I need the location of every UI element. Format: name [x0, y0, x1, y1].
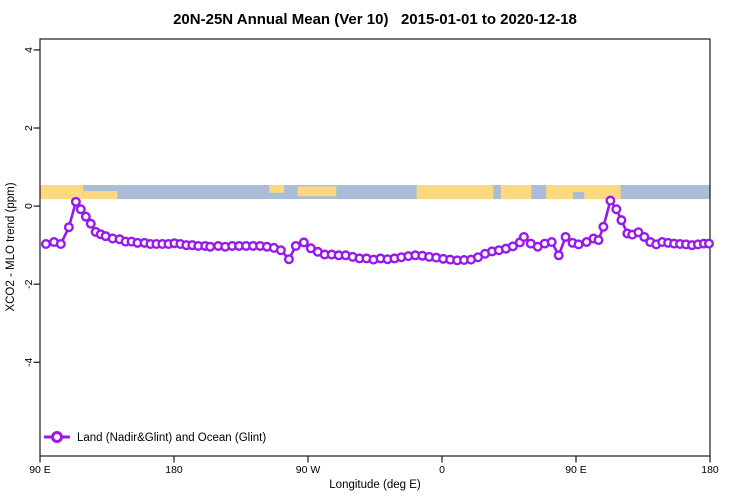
- data-point-marker: [290, 240, 301, 251]
- y-tick-label: 2: [23, 125, 35, 131]
- land-segment: [416, 185, 494, 200]
- x-tick-label: 90 E: [29, 464, 51, 476]
- data-point-marker: [518, 231, 529, 242]
- data-point-marker: [616, 215, 627, 226]
- legend-label: Land (Nadir&Glint) and Ocean (Glint): [77, 432, 266, 444]
- x-tick-label: 180: [165, 464, 183, 476]
- x-tick-label: 0: [439, 464, 445, 476]
- data-point-marker: [593, 235, 604, 246]
- data-point-marker: [298, 237, 309, 248]
- data-point-marker: [703, 238, 714, 249]
- land-segment: [297, 186, 337, 197]
- data-point-marker: [75, 204, 86, 215]
- land-segment: [40, 185, 84, 200]
- data-point-marker: [605, 195, 616, 206]
- land-ocean-map-strip: [40, 185, 710, 200]
- data-point-marker: [85, 218, 96, 229]
- data-point-marker: [611, 204, 622, 215]
- data-point-marker: [55, 238, 66, 249]
- land-segment: [269, 185, 285, 193]
- land-segment: [83, 190, 118, 200]
- x-tick-label: 90 W: [296, 464, 321, 476]
- data-point-marker: [598, 221, 609, 232]
- data-series: [40, 195, 714, 266]
- y-axis-label: XCO2 - MLO trend (ppm): [5, 182, 17, 311]
- data-point-marker: [63, 222, 74, 233]
- data-point-marker: [40, 238, 51, 249]
- data-point-marker: [283, 254, 294, 265]
- x-tick-label: 180: [701, 464, 719, 476]
- y-tick-label: 4: [23, 47, 35, 53]
- chart-title: 20N-25N Annual Mean (Ver 10) 2015-01-01 …: [173, 11, 577, 28]
- ocean-band: [40, 185, 710, 200]
- data-point-marker: [553, 250, 564, 261]
- plot-border: [39, 38, 711, 457]
- data-point-marker: [70, 196, 81, 207]
- y-axis-ticks: 4 2 0 -2 -4: [23, 47, 40, 367]
- x-axis-ticks: 90 E 180 90 W 0 90 E 180: [29, 456, 719, 476]
- y-tick-label: -2: [23, 279, 35, 288]
- data-point-marker: [205, 241, 216, 252]
- legend: Land (Nadir&Glint) and Ocean (Glint): [44, 431, 266, 444]
- x-axis-label: Longitude (deg E): [329, 479, 421, 491]
- x-tick-label: 90 E: [565, 464, 587, 476]
- data-point-marker: [275, 245, 286, 256]
- data-point-marker: [560, 231, 571, 242]
- series-line: [44, 199, 711, 262]
- legend-circle-marker: [51, 431, 63, 443]
- data-point-marker: [546, 237, 557, 248]
- land-segment: [500, 185, 532, 200]
- data-point-marker: [80, 211, 91, 222]
- data-point-marker: [639, 231, 650, 242]
- ocean-notch: [573, 192, 585, 200]
- y-tick-label: 0: [23, 203, 35, 209]
- y-tick-label: -4: [23, 357, 35, 366]
- data-point-marker: [573, 239, 584, 250]
- data-point-marker: [507, 241, 518, 252]
